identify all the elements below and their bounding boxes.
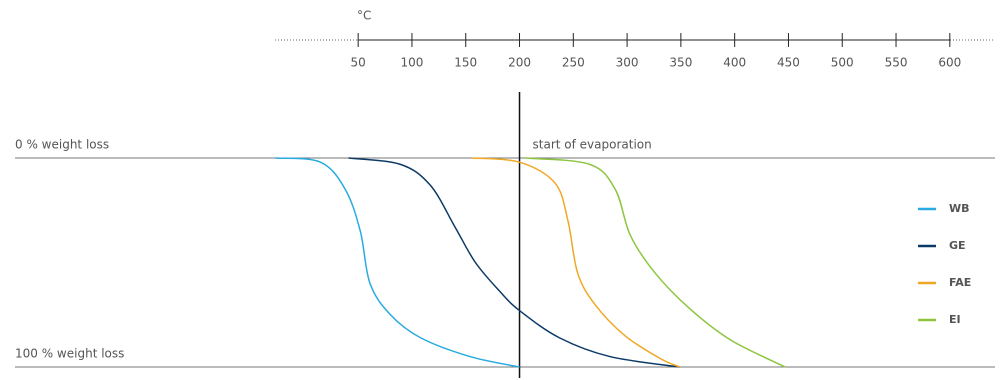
x-axis-label: °C: [357, 9, 371, 23]
x-tick-label: 100: [400, 56, 423, 70]
y-tick-label: 0 % weight loss: [15, 138, 109, 152]
x-tick-label: 350: [669, 56, 692, 70]
series-line: [275, 157, 520, 368]
x-tick-label: 150: [454, 56, 477, 70]
series-line: [348, 157, 680, 368]
x-tick-label: 250: [562, 56, 585, 70]
x-tick-label: 500: [831, 56, 854, 70]
x-tick-label: 600: [938, 56, 961, 70]
y-tick-label: 100 % weight loss: [15, 347, 124, 361]
x-tick-label: 400: [723, 56, 746, 70]
x-tick-label: 50: [351, 56, 366, 70]
x-tick-label: 300: [616, 56, 639, 70]
legend-label: FAE: [949, 276, 971, 289]
legend-label: EI: [949, 313, 961, 326]
x-tick-label: 550: [885, 56, 908, 70]
legend-label: WB: [949, 202, 970, 215]
series-line: [524, 157, 786, 368]
legend-label: GE: [949, 239, 966, 252]
x-tick-label: 450: [777, 56, 800, 70]
annotation-text: start of evaporation: [533, 138, 652, 152]
series-line: [472, 157, 681, 368]
x-tick-label: 200: [508, 56, 531, 70]
